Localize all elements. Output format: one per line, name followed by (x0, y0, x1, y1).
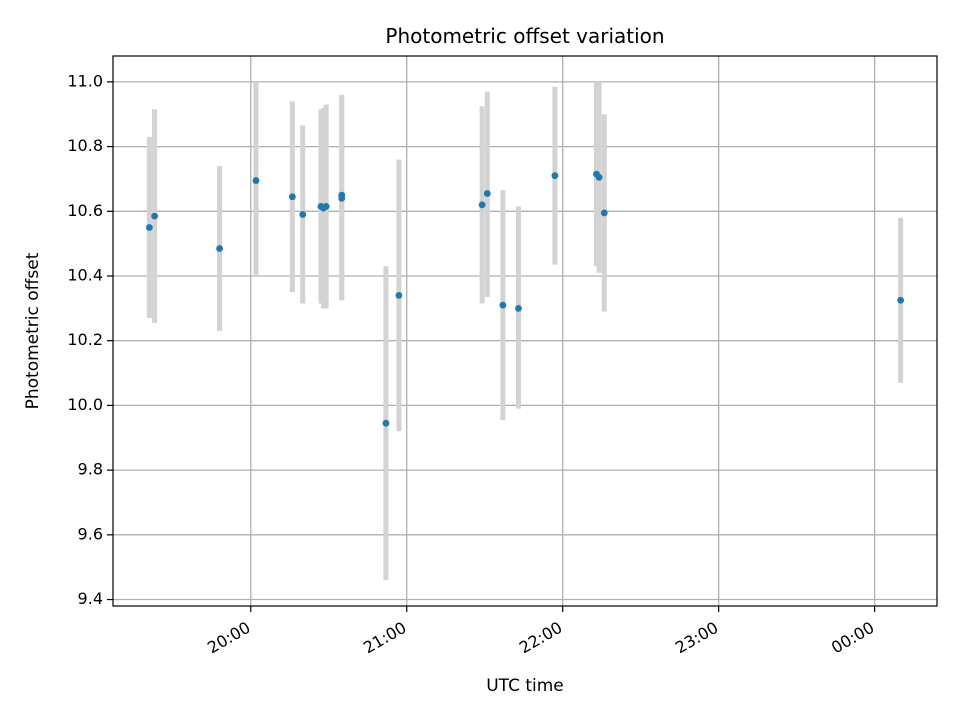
x-tick-label: 22:00 (516, 618, 565, 658)
data-point (252, 177, 260, 184)
data-point (151, 212, 158, 220)
error-bars (146, 81, 904, 581)
y-tick-label: 10.2 (67, 330, 103, 349)
y-tick-label: 10.6 (67, 201, 103, 220)
y-tick-label: 9.6 (78, 524, 103, 543)
data-point (897, 296, 905, 304)
x-tick-label: 21:00 (360, 618, 409, 658)
x-tick-label: 00:00 (828, 618, 877, 658)
y-axis-ticks: 9.4 9.6 9.8 10.0 10.2 10.4 10.6 10.8 11.0 (67, 71, 113, 608)
y-tick-label: 9.4 (78, 589, 103, 608)
plot-frame (112, 55, 938, 607)
x-tick-label: 23:00 (672, 618, 721, 658)
data-point (395, 292, 403, 299)
data-points (145, 170, 905, 427)
data-point (338, 191, 346, 199)
data-point (515, 304, 522, 312)
data-point (551, 172, 559, 180)
data-point (499, 301, 507, 309)
x-axis-ticks: 20:00 21:00 22:00 23:00 00:00 (204, 606, 877, 657)
data-point (216, 245, 223, 252)
y-tick-label: 10.0 (67, 395, 103, 414)
x-axis-label: UTC time (486, 676, 564, 696)
data-point (288, 193, 296, 201)
grid-lines (113, 56, 937, 606)
data-point (595, 173, 603, 181)
data-point (145, 224, 153, 231)
data-point (483, 190, 491, 197)
y-tick-label: 10.8 (67, 136, 103, 155)
y-tick-label: 9.8 (78, 460, 103, 479)
chart-title: Photometric offset variation (385, 24, 664, 48)
y-tick-label: 11.0 (67, 71, 103, 90)
data-point (478, 201, 486, 209)
data-point (299, 211, 307, 218)
y-tick-label: 10.4 (67, 266, 103, 285)
data-point (382, 419, 390, 427)
x-tick-label: 20:00 (204, 618, 253, 658)
data-point (322, 203, 330, 210)
data-point (600, 209, 608, 217)
y-axis-label: Photometric offset (23, 252, 43, 409)
